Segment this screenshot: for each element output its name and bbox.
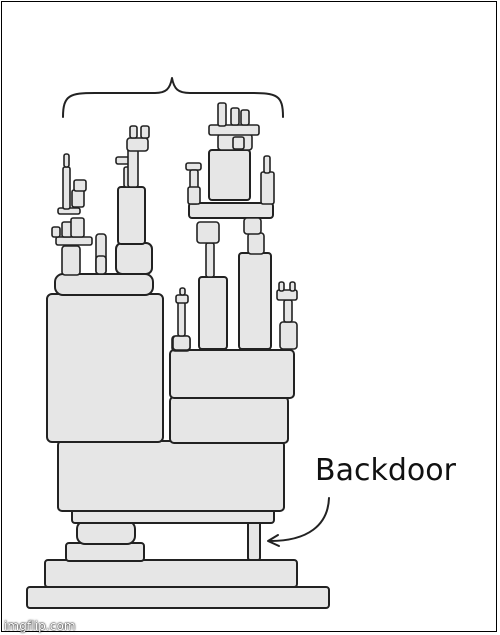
right-tower-right-block [238,252,272,350]
left-tower-flat-plate [55,236,93,246]
right-middle-block [169,349,295,399]
small-spire-pin [179,287,186,296]
large-lower-block [57,440,285,512]
right-edge-post-cap [276,289,298,301]
central-left-head [126,137,149,152]
base-rounded-block [76,520,136,545]
left-tall-pin-cap [95,255,107,275]
left-tower-block [70,217,85,238]
central-left-base [115,242,153,275]
right-lower-block [169,396,289,444]
right-tower-left-arm [185,162,202,171]
central-left-column [117,186,146,245]
right-tower-left-knob [187,186,201,205]
small-spire-block [172,335,191,351]
curly-brace [62,77,284,118]
small-spire-stem [177,301,186,337]
base-slab-top [65,542,145,562]
backdoor-label: Backdoor [315,453,456,488]
right-edge-post-pin-b [289,281,296,292]
right-edge-post-stem [283,299,293,323]
right-tower-pin-a [217,102,227,127]
left-tower-base-block [61,245,81,276]
left-tower-side-cap [73,179,87,192]
backdoor-pillar [247,518,261,561]
imgflip-watermark: imgflip.com [4,619,76,633]
right-tower-head-wide [208,124,260,136]
right-tower-right-pin [263,155,271,174]
right-tower-pin-b [230,107,240,126]
base-slab-middle [44,559,298,588]
left-tower-upright [62,166,71,210]
right-tower-left-block [198,276,228,350]
left-big-block [46,293,164,443]
right-tower-plate [188,202,274,219]
right-tower-left-cap [196,221,220,244]
base-slab-bottom [26,586,330,609]
central-left-pin-a [129,125,138,139]
left-tower-peg [51,226,61,238]
right-tower-pin-d [232,136,245,150]
right-tower-pin-c [240,109,250,126]
central-left-pin-b [140,125,150,139]
right-tower-head [208,149,251,201]
left-rounded-ledge [54,273,154,296]
left-tower-top-pin [63,153,70,168]
backdoor-arrow [269,497,330,542]
right-edge-post-pin-a [278,281,285,292]
left-tower-side-block [71,189,85,208]
small-spire-cap [175,294,189,304]
right-tower-right-top [243,217,262,235]
right-tower-right-post [260,171,275,205]
backdoor-arrowhead [267,534,280,547]
right-tower-left-stem [205,242,215,278]
right-edge-post-block [279,321,298,350]
right-tower-right-cap [247,232,265,255]
